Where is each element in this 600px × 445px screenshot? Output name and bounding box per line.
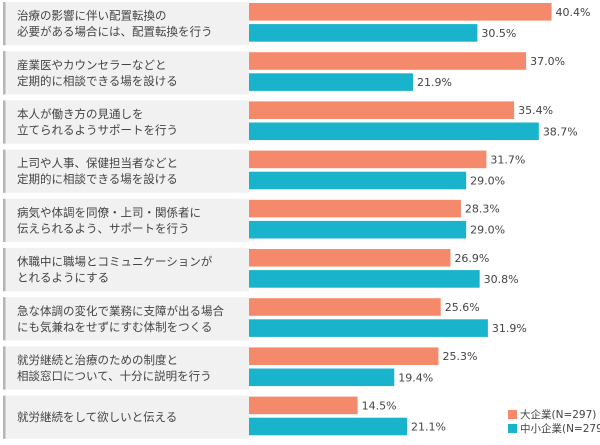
category-label-line: 必要がある場合には、配置転換を行う	[17, 25, 213, 39]
bar-sme	[249, 122, 539, 141]
legend-swatch-sme	[508, 424, 517, 433]
category-label-line: 上司や人事、保健担当者などと	[17, 156, 178, 170]
category-label-box	[3, 2, 249, 46]
category-label: 治療の影響に伴い配置転換の必要がある場合には、配置転換を行う	[17, 9, 213, 39]
category-label-line: とれるようにする	[17, 271, 109, 285]
category-label: 上司や人事、保健担当者などと定期的に相談できる場を設ける	[17, 156, 178, 186]
value-label-large-company: 26.9%	[454, 252, 489, 265]
legend-swatch-large-company	[508, 410, 517, 419]
category-label: 休職中に職場とコミュニケーションがとれるようにする	[17, 255, 213, 285]
category-label-line: 休職中に職場とコミュニケーションが	[17, 255, 213, 269]
category-label-box	[3, 198, 249, 242]
bar-sme	[249, 73, 414, 91]
value-label-large-company: 25.3%	[442, 350, 477, 363]
category-label: 産業医やカウンセラーなどと定期的に相談できる場を設ける	[17, 58, 178, 88]
bar-sme	[249, 417, 408, 436]
category-label: 急な体調の変化で業務に支障が出る場合にも気兼ねをせずにすむ体制をつくる	[17, 304, 224, 334]
bar-large-company	[249, 347, 439, 365]
category-label-line: 相談窓口について、十分に説明を行う	[17, 369, 212, 383]
bar-large-company	[249, 52, 527, 70]
value-label-large-company: 28.3%	[465, 203, 500, 216]
bar-large-company	[249, 249, 451, 267]
bar-large-company	[249, 101, 515, 119]
category-label: 就労継続をして欲しいと伝える	[17, 410, 177, 424]
category-label-box	[3, 100, 249, 144]
category-label-line: 就労継続をして欲しいと伝える	[17, 410, 177, 424]
category-label-box	[3, 149, 249, 193]
category-label-accent	[3, 51, 6, 95]
category-label-line: 急な体調の変化で業務に支障が出る場合	[17, 304, 224, 318]
value-label-large-company: 25.6%	[445, 301, 480, 314]
category-label: 病気や体調を同僚・上司・関係者に伝えられるよう、サポートを行う	[17, 205, 201, 235]
bar-sme	[249, 220, 467, 239]
category-label: 就労継続と治療のための制度と相談窓口について、十分に説明を行う	[17, 353, 212, 383]
category-label-accent	[3, 2, 6, 46]
value-label-sme: 30.5%	[481, 27, 516, 40]
category-label-accent	[3, 198, 6, 242]
value-label-large-company: 31.7%	[490, 153, 525, 166]
legend-label-large-company: 大企業(N=297)	[520, 408, 596, 421]
value-label-sme: 30.8%	[484, 273, 519, 286]
bar-large-company	[249, 396, 358, 415]
category-label-accent	[3, 346, 6, 390]
category-label-box	[3, 51, 249, 95]
value-label-sme: 38.7%	[543, 125, 578, 138]
bar-sme	[249, 171, 467, 190]
legend-label-sme: 中小企業(N=279)	[520, 422, 600, 435]
value-label-large-company: 35.4%	[518, 104, 553, 117]
category-label-box	[3, 248, 249, 292]
value-label-large-company: 37.0%	[530, 55, 565, 68]
bar-sme	[249, 368, 395, 387]
bar-sme	[249, 270, 480, 288]
category-label: 本人が働き方の見通しを立てられるようサポートを行う	[17, 107, 178, 137]
category-label-line: 本人が働き方の見通しを	[17, 107, 144, 121]
category-label-line: 産業医やカウンセラーなどと	[17, 58, 167, 72]
category-label-line: 定期的に相談できる場を設ける	[17, 74, 178, 88]
bar-sme	[249, 319, 488, 337]
category-label-accent	[3, 248, 6, 292]
value-label-sme: 31.9%	[492, 322, 527, 335]
category-label-box	[3, 395, 249, 439]
category-label-line: 病気や体調を同僚・上司・関係者に	[17, 205, 201, 219]
value-label-sme: 21.9%	[417, 76, 452, 89]
category-label-accent	[3, 297, 6, 341]
value-label-sme: 29.0%	[470, 175, 505, 188]
category-label-line: 就労継続と治療のための制度と	[17, 353, 178, 367]
bar-large-company	[249, 199, 461, 218]
category-label-line: 伝えられるよう、サポートを行う	[17, 221, 190, 235]
value-label-sme: 29.0%	[470, 224, 505, 237]
category-label-line: 定期的に相談できる場を設ける	[17, 172, 178, 186]
category-label-box	[3, 297, 249, 341]
category-label-accent	[3, 395, 6, 439]
value-label-large-company: 40.4%	[556, 6, 591, 19]
bar-large-company	[249, 298, 441, 316]
category-label-accent	[3, 149, 6, 193]
value-label-sme: 19.4%	[398, 371, 433, 384]
bar-large-company	[249, 3, 552, 21]
category-label-line: にも気兼ねをせずにすむ体制をつくる	[17, 320, 212, 334]
bar-sme	[249, 24, 478, 42]
category-label-line: 治療の影響に伴い配置転換の	[17, 9, 167, 23]
value-label-large-company: 14.5%	[362, 399, 397, 412]
category-label-accent	[3, 100, 6, 144]
value-label-sme: 21.1%	[411, 421, 446, 434]
category-label-line: 立てられるようサポートを行う	[17, 123, 178, 137]
category-label-box	[3, 346, 249, 390]
bar-large-company	[249, 150, 487, 169]
